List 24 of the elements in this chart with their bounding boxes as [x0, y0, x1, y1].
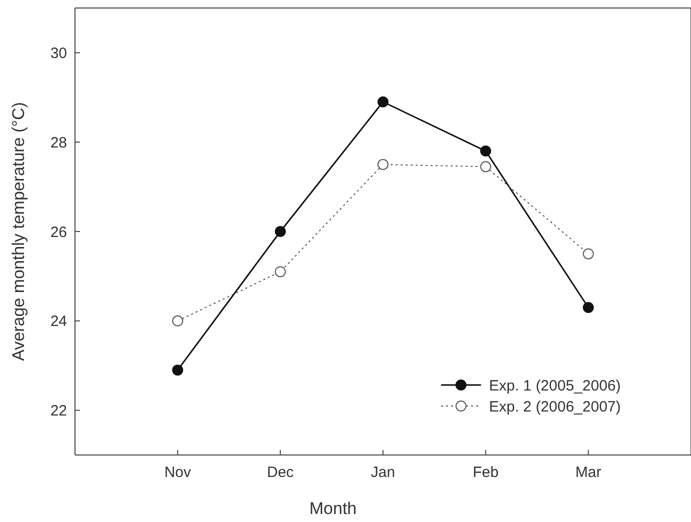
x-tick-label: Feb: [472, 464, 499, 481]
y-tick-label: 24: [50, 313, 67, 330]
y-axis-title: Average monthly temperature (°C): [9, 102, 28, 361]
point: [274, 266, 286, 278]
y-tick-label: 22: [50, 402, 67, 420]
point: [378, 96, 388, 108]
point: [274, 226, 286, 237]
y-tick-label: 28: [50, 134, 67, 152]
point: [582, 302, 594, 313]
point: [582, 248, 594, 260]
x-axis-title: Month: [309, 499, 357, 518]
x-tick-label: Mar: [575, 464, 602, 481]
point: [480, 146, 492, 157]
x-tick-label: Dec: [266, 464, 294, 481]
point: [480, 161, 492, 172]
x-tick-label: Nov: [164, 464, 192, 481]
legend-label: Exp. 1 (2005_2006): [489, 377, 621, 394]
y-tick-label: 30: [50, 44, 67, 62]
x-tick-label: Jan: [370, 464, 396, 481]
point: [172, 364, 184, 376]
y-tick-label: 26: [50, 224, 67, 241]
legend-label: Exp. 2 (2006_2007): [489, 398, 621, 416]
point: [172, 315, 184, 326]
point: [378, 158, 388, 170]
